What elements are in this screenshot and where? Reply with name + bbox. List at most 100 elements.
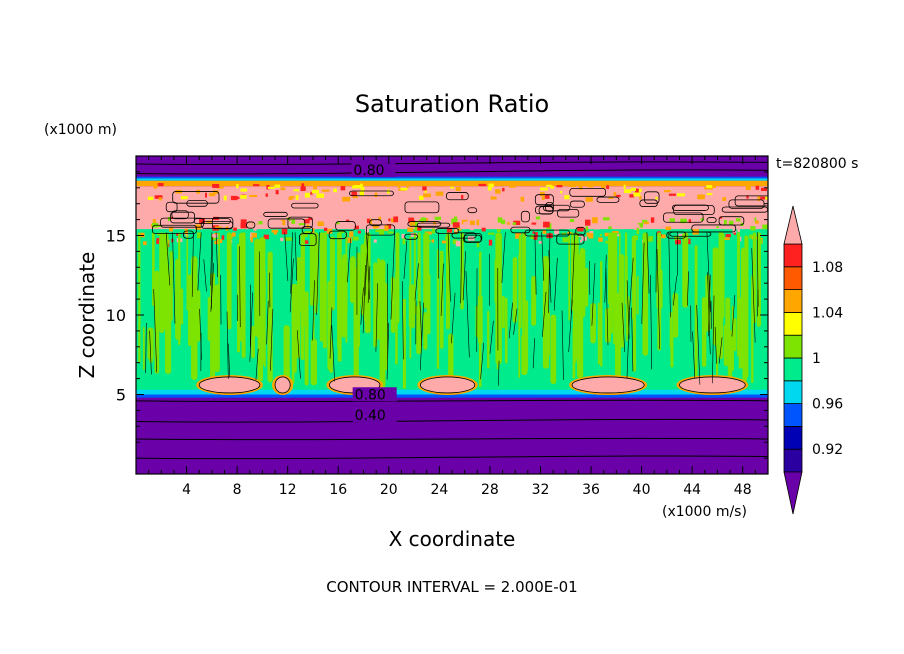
transition-speck	[482, 216, 487, 221]
transition-speck	[364, 228, 369, 233]
contour-streak	[401, 281, 404, 360]
convective-streak	[259, 237, 266, 365]
transition-speck	[401, 233, 405, 239]
convective-streak	[186, 234, 188, 311]
upper-speck	[450, 186, 455, 189]
transition-speck	[676, 223, 682, 229]
contour-streak	[347, 238, 351, 283]
time-label: t=820800 s	[776, 156, 858, 172]
transition-speck	[407, 227, 414, 232]
transition-speck	[634, 235, 639, 241]
transition-speck	[562, 237, 570, 243]
upper-speck	[240, 188, 248, 192]
upper-speck	[676, 193, 685, 197]
y-tick-label: 10	[106, 306, 126, 325]
contour-streak	[331, 325, 335, 382]
upper-speck	[153, 183, 158, 189]
dry-contour	[136, 455, 768, 460]
upper-speck	[630, 187, 637, 191]
transition-speck	[138, 232, 145, 238]
transition-speck	[347, 237, 352, 244]
upper-speck	[495, 189, 501, 194]
upper-speck	[765, 196, 768, 200]
transition-speck	[280, 237, 284, 242]
upper-speck	[502, 187, 505, 192]
upper-speck	[400, 187, 408, 191]
upper-contour	[644, 191, 660, 204]
contour-streak	[489, 320, 494, 354]
convective-streak	[395, 232, 400, 324]
transition-speck	[354, 225, 359, 230]
transition-speck	[312, 228, 315, 234]
transition-speck	[339, 230, 345, 234]
x-tick-label: 48	[734, 482, 752, 498]
transition-speck	[253, 225, 257, 231]
convective-streak	[310, 338, 317, 386]
transition-speck	[665, 226, 672, 231]
upper-contour	[718, 216, 745, 226]
contour-streak	[553, 257, 558, 311]
upper-speck	[487, 186, 492, 191]
contour-label-bg	[352, 407, 397, 422]
transition-speck	[417, 226, 422, 231]
transition-speck	[281, 228, 288, 235]
colorbar-box	[783, 311, 803, 336]
transition-speck	[750, 217, 755, 222]
upper-contour	[557, 209, 580, 218]
upper-speck	[154, 195, 163, 199]
convective-streak	[636, 275, 639, 315]
upper-contour	[404, 201, 440, 214]
transition-speck	[309, 233, 314, 239]
upper-contour	[171, 210, 189, 220]
convective-streak	[152, 232, 155, 306]
upper-contour	[734, 195, 768, 207]
convective-streak	[210, 272, 216, 389]
contour-streak	[498, 360, 500, 386]
convective-streak	[571, 232, 574, 311]
contour-label: 0.40	[355, 408, 386, 424]
convective-streak	[373, 262, 378, 348]
transition-speck	[512, 222, 516, 225]
upper-speck	[564, 195, 570, 200]
contour-streak	[650, 274, 653, 370]
transition-speck	[688, 238, 691, 245]
convective-streak	[436, 249, 440, 369]
transition-speck	[605, 240, 609, 244]
transition-speck	[675, 239, 681, 245]
x-tick-label: 16	[329, 482, 347, 498]
upper-speck	[544, 194, 550, 199]
y-tick-label: 15	[106, 227, 126, 246]
contour-streak	[548, 250, 552, 303]
transition-speck	[379, 229, 385, 235]
lower-edge-blue	[136, 394, 768, 398]
transition-speck	[515, 233, 522, 239]
convective-streak	[573, 325, 580, 358]
convective-streak	[345, 232, 348, 343]
convective-streak	[426, 273, 431, 335]
contour-streak	[199, 308, 202, 360]
transition-speck	[308, 217, 313, 221]
upper-speck	[746, 195, 749, 199]
transition-speck	[441, 240, 448, 244]
upper-speck	[424, 188, 427, 193]
upper-contour	[510, 226, 531, 234]
upper-speck	[236, 183, 239, 189]
contour-streak	[145, 323, 147, 374]
transition-speck	[680, 218, 687, 224]
convective-streak	[738, 297, 743, 369]
upper-speck	[541, 196, 545, 201]
convective-streak	[531, 275, 537, 326]
upper-speck	[352, 195, 358, 199]
convective-streak	[523, 232, 526, 322]
upper-speck	[275, 190, 279, 195]
supersaturated-blob	[571, 376, 645, 394]
convective-streak	[337, 232, 341, 349]
contour-streak	[211, 236, 213, 309]
upper-speck	[340, 186, 346, 191]
convective-streak	[239, 232, 246, 342]
transition-speck	[454, 228, 457, 232]
transition-speck	[418, 219, 422, 222]
transition-speck	[240, 222, 247, 229]
upper-contour	[369, 219, 382, 227]
colorbar-tick-label: 1	[812, 351, 821, 367]
